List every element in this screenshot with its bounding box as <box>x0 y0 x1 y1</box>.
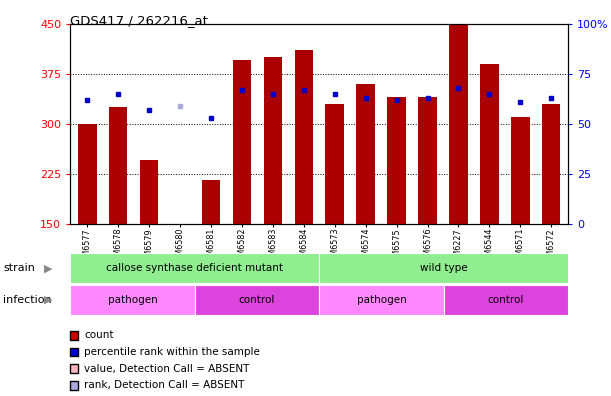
Text: GDS417 / 262216_at: GDS417 / 262216_at <box>70 14 208 27</box>
Text: strain: strain <box>3 263 35 273</box>
Text: control: control <box>239 295 275 305</box>
Text: callose synthase deficient mutant: callose synthase deficient mutant <box>106 263 284 273</box>
Bar <box>511 117 530 224</box>
Bar <box>542 104 560 224</box>
Bar <box>70 253 320 283</box>
Bar <box>78 124 97 224</box>
Bar <box>295 50 313 224</box>
Bar <box>356 84 375 224</box>
Text: ▶: ▶ <box>44 263 53 273</box>
Text: ▶: ▶ <box>44 295 53 305</box>
Bar <box>233 61 251 224</box>
Text: pathogen: pathogen <box>357 295 406 305</box>
Bar <box>195 285 320 315</box>
Bar <box>444 285 568 315</box>
Bar <box>70 285 195 315</box>
Text: value, Detection Call = ABSENT: value, Detection Call = ABSENT <box>84 364 250 374</box>
Bar <box>320 253 568 283</box>
Bar <box>320 285 444 315</box>
Text: pathogen: pathogen <box>108 295 158 305</box>
Text: percentile rank within the sample: percentile rank within the sample <box>84 347 260 357</box>
Bar <box>109 107 128 224</box>
Text: count: count <box>84 330 114 341</box>
Bar <box>326 104 344 224</box>
Text: wild type: wild type <box>420 263 467 273</box>
Bar <box>449 24 467 224</box>
Text: control: control <box>488 295 524 305</box>
Text: rank, Detection Call = ABSENT: rank, Detection Call = ABSENT <box>84 380 244 390</box>
Bar <box>202 181 221 224</box>
Text: infection: infection <box>3 295 52 305</box>
Bar <box>418 97 437 224</box>
Bar <box>480 64 499 224</box>
Bar <box>387 97 406 224</box>
Bar <box>140 160 158 224</box>
Bar <box>263 57 282 224</box>
